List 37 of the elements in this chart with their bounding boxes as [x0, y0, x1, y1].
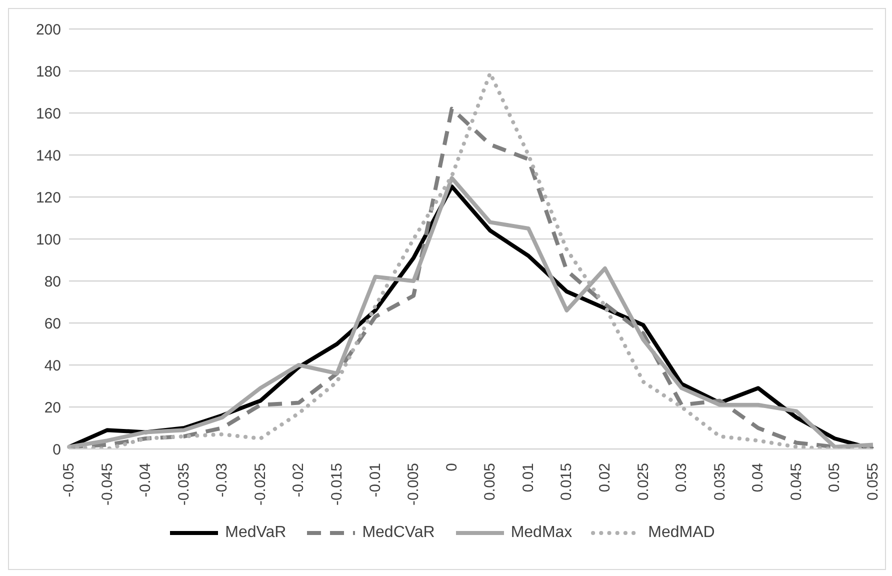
- x-tick-label: -0.02: [290, 463, 308, 498]
- x-tick-label: 0.035: [711, 463, 728, 501]
- x-tick-label: -0.01: [366, 463, 384, 498]
- x-tick-label: 0.05: [826, 463, 844, 492]
- y-tick-label: 100: [36, 231, 61, 248]
- legend-label: MedMAD: [648, 524, 715, 542]
- x-tick-label: -0.035: [175, 463, 192, 506]
- x-tick-label: 0.02: [596, 463, 614, 492]
- y-tick-label: 120: [36, 189, 61, 206]
- x-tick-label: -0.045: [98, 463, 116, 506]
- x-tick-label: -0.05: [60, 463, 78, 498]
- y-tick-label: 60: [44, 315, 61, 332]
- x-tick-label: 0.04: [750, 463, 767, 492]
- y-tick-label: 80: [44, 273, 61, 290]
- y-tick-label: 180: [36, 63, 61, 80]
- x-tick-label: -0.005: [405, 463, 422, 506]
- y-tick-label: 20: [44, 399, 61, 416]
- y-tick-label: 40: [44, 357, 61, 374]
- x-tick-label: -0.03: [214, 463, 231, 498]
- x-tick-label: -0.025: [252, 463, 269, 506]
- x-tick-label: -0.015: [328, 463, 346, 506]
- x-tick-label: 0.045: [788, 463, 805, 501]
- y-tick-label: 0: [52, 441, 61, 458]
- legend-label: MedMax: [510, 524, 572, 542]
- x-tick-label: 0.005: [482, 463, 499, 501]
- y-tick-label: 200: [36, 21, 61, 38]
- x-tick-label: 0.01: [520, 463, 537, 492]
- legend-label: MedVaR: [225, 524, 286, 542]
- y-tick-label: 160: [36, 105, 61, 122]
- x-tick-label: 0.055: [864, 463, 882, 501]
- x-tick-label: -0.04: [137, 463, 154, 498]
- x-tick-label: 0: [443, 463, 460, 472]
- legend-label: MedCVaR: [362, 524, 435, 542]
- x-tick-label: 0.025: [634, 463, 652, 501]
- x-tick-label: 0.03: [673, 463, 690, 492]
- x-tick-label: 0.015: [558, 463, 576, 501]
- y-tick-label: 140: [36, 147, 61, 164]
